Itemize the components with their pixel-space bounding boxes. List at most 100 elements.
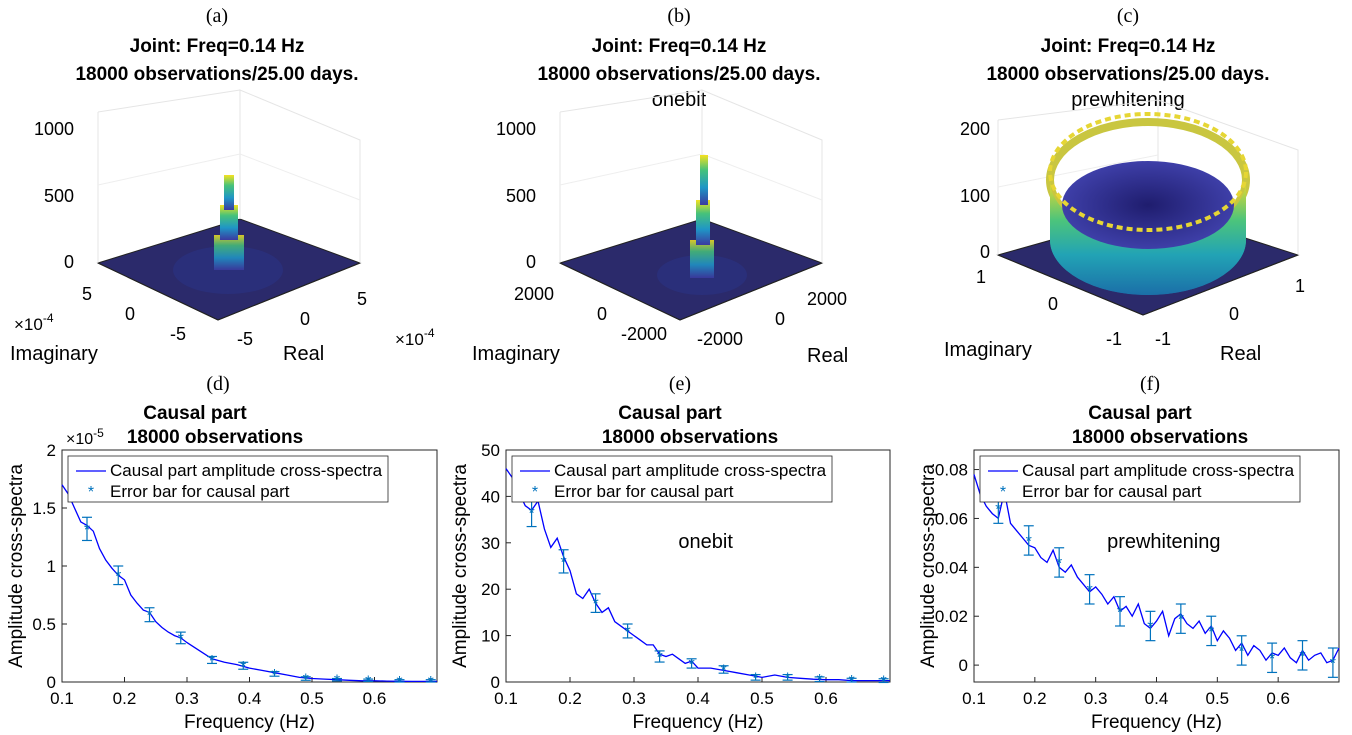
errorbar-marker: *	[752, 670, 758, 687]
imag-tick: 5	[82, 284, 92, 304]
errorbar-marker: *	[784, 670, 790, 687]
errorbar-marker: *	[115, 568, 121, 585]
real-multiplier: ×10-4	[395, 326, 435, 349]
imag-tick: -2000	[621, 324, 667, 344]
legend-line-label: Causal part amplitude cross-spectra	[554, 461, 827, 480]
panel-label: (c)	[1117, 5, 1139, 27]
plot-title-line2: 18000 observations/25.00 days.	[986, 64, 1269, 85]
errorbar-marker: *	[334, 673, 340, 690]
real-tick: 0	[300, 309, 310, 329]
imag-axis-label: Imaginary	[10, 343, 98, 365]
x-tick-label: 0.5	[750, 689, 774, 708]
errorbar-marker: *	[1239, 643, 1245, 660]
x-tick-label: 0.3	[622, 689, 646, 708]
imag-tick: -1	[1106, 329, 1122, 349]
panel-a: (a) Joint: Freq=0.14 Hz 18000 observatio…	[10, 5, 435, 365]
x-tick-label: 0.3	[1084, 689, 1108, 708]
y-multiplier-base: ×10	[66, 431, 93, 448]
imag-tick: -5	[170, 324, 186, 344]
x-axis-label: Frequency (Hz)	[184, 712, 315, 733]
real-tick: -5	[237, 329, 253, 349]
x-tick-label: 0.3	[175, 689, 199, 708]
panel-c: (c) Joint: Freq=0.14 Hz 18000 observatio…	[944, 5, 1305, 365]
x-tick-label: 0.1	[494, 689, 518, 708]
legend-marker-swatch: *	[88, 484, 94, 501]
x-tick-label: 0.4	[238, 689, 262, 708]
real-tick: 0	[775, 309, 785, 329]
y-tick-label: 50	[481, 441, 500, 460]
x-tick-label: 0.6	[1266, 689, 1290, 708]
errorbar-marker: *	[995, 502, 1001, 519]
errorbar-marker: *	[1269, 651, 1275, 668]
errorbar-marker: *	[1026, 533, 1032, 550]
errorbar-marker: *	[428, 674, 434, 691]
chart-panel-d: (d) Causal part 18000 observations 0.1 0.2 0.…	[6, 373, 438, 733]
y-tick-label: 0	[491, 673, 500, 692]
y-tick-label: 20	[481, 580, 500, 599]
errorbar-marker: *	[240, 659, 246, 676]
x-tick-label: 0.2	[558, 689, 582, 708]
y-axis-label: Amplitude cross-spectra	[6, 464, 27, 668]
surface-spike	[173, 175, 283, 294]
imag-multiplier: ×10-4	[14, 311, 54, 334]
errorbar-marker: *	[624, 624, 630, 641]
plot-title-line2: 18000 observations/25.00 days.	[75, 64, 358, 85]
plot-subtitle: onebit	[652, 89, 707, 111]
z-tick: 0	[64, 252, 74, 272]
chart-title: Causal part	[143, 403, 247, 424]
y-tick-label: 0.08	[935, 461, 968, 480]
legend-line-label: Causal part amplitude cross-spectra	[1022, 461, 1295, 480]
errorbar-marker: *	[528, 506, 534, 523]
plot-subtitle: prewhitening	[1071, 89, 1184, 111]
errorbar-marker: *	[816, 672, 822, 689]
y-tick-label: 1.5	[32, 499, 56, 518]
panel-label: (a)	[206, 5, 228, 27]
real-tick: 1	[1295, 276, 1305, 296]
x-tick-label: 0.5	[300, 689, 324, 708]
imag-tick: 0	[597, 304, 607, 324]
x-tick-label: 0.5	[1206, 689, 1230, 708]
chart-annotation: prewhitening	[1107, 531, 1220, 553]
x-tick-label: 0.2	[1023, 689, 1047, 708]
real-axis-label: Real	[1220, 343, 1261, 365]
errorbar-marker: *	[1147, 619, 1153, 636]
z-tick: 1000	[496, 119, 536, 139]
y-tick-label: 40	[481, 487, 500, 506]
legend-box	[979, 455, 1301, 503]
x-tick-label: 0.4	[1145, 689, 1169, 708]
y-tick-label: 0.04	[935, 558, 968, 577]
errorbar-marker: *	[209, 653, 215, 670]
real-tick: -2000	[697, 329, 743, 349]
y-tick-label: 1	[47, 557, 56, 576]
legend-marker-swatch: *	[532, 484, 538, 501]
errorbar-marker: *	[656, 649, 662, 666]
y-tick-label: 2	[47, 441, 56, 460]
surface-ring	[1046, 112, 1250, 295]
errorbar-marker: *	[1117, 604, 1123, 621]
errorbar-marker: *	[848, 673, 854, 690]
errorbar-marker: *	[178, 631, 184, 648]
series-line	[505, 468, 890, 682]
plot-title: Joint: Freq=0.14 Hz	[592, 36, 767, 57]
z-tick: 500	[44, 186, 74, 206]
legend-marker-label: Error bar for causal part	[554, 482, 734, 501]
y-tick-label: 10	[481, 627, 500, 646]
real-tick: 5	[357, 289, 367, 309]
x-tick-label: 0.1	[962, 689, 986, 708]
errorbar-marker: *	[1056, 555, 1062, 572]
x-tick-label: 0.1	[50, 689, 74, 708]
plot-title-line2: 18000 observations/25.00 days.	[537, 64, 820, 85]
y-tick-label: 0	[959, 656, 968, 675]
y-multiplier: ×10-5	[66, 426, 104, 448]
imag-tick: 0	[1048, 294, 1058, 314]
z-tick: 0	[526, 252, 536, 272]
chart-panel-f: (f) Causal part 18000 observations 0.1 0.2 0.…	[918, 373, 1340, 733]
z-tick: 500	[506, 186, 536, 206]
errorbar-marker: *	[1086, 582, 1092, 599]
errorbar-marker: *	[592, 596, 598, 613]
imag-axis-label: Imaginary	[944, 339, 1032, 361]
errorbar-marker: *	[688, 656, 694, 673]
panel-b: (b) Joint: Freq=0.14 Hz 18000 observatio…	[472, 5, 848, 367]
x-tick-label: 0.6	[363, 689, 387, 708]
x-tick-label: 0.6	[814, 689, 838, 708]
